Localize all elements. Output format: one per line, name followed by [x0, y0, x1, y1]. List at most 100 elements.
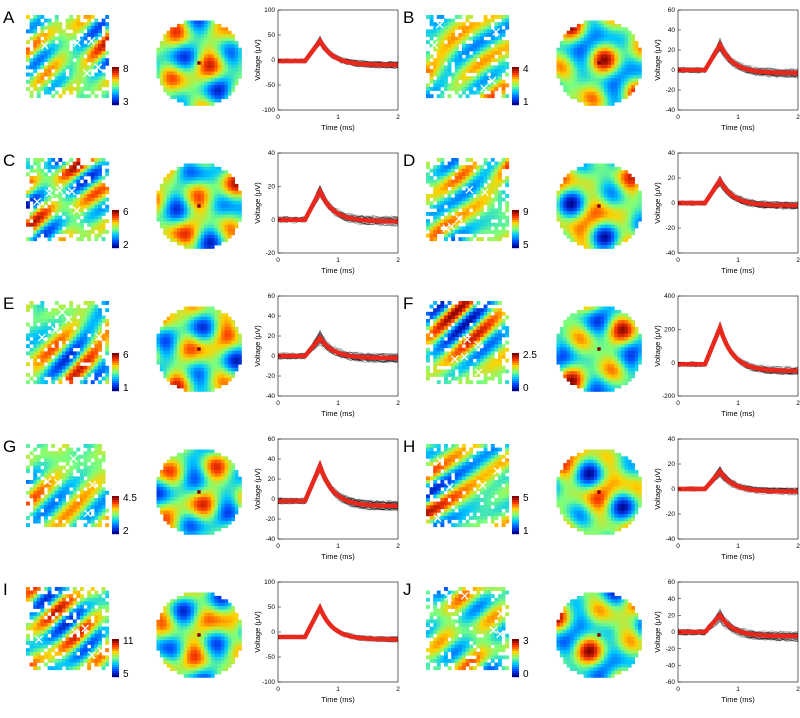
rate-map-cell — [62, 172, 66, 177]
autocorr-cell — [600, 61, 605, 65]
autocorr-cell — [163, 34, 167, 38]
rate-map-cell — [69, 72, 74, 77]
autocorr-cell — [224, 170, 229, 174]
autocorr-cell — [204, 27, 208, 31]
rate-map-cell — [454, 165, 459, 170]
autocorr-cell — [617, 183, 622, 188]
rate-map-cell — [476, 186, 481, 191]
autocorr-cell — [590, 231, 595, 236]
rate-map-cell — [69, 222, 74, 227]
autocorr-cell — [227, 207, 232, 212]
autocorr-cell — [600, 180, 605, 185]
autocorr-cell — [627, 177, 632, 181]
autocorr-cell — [617, 85, 622, 89]
autocorr-cell — [197, 54, 201, 59]
colorbar-step — [512, 214, 519, 217]
rate-map-cell — [480, 40, 484, 45]
autocorr-cell — [197, 68, 201, 72]
autocorr-cell — [607, 64, 612, 69]
autocorr-cell — [624, 51, 629, 55]
autocorr-cell — [234, 57, 239, 62]
rate-map-cell — [472, 58, 477, 63]
rate-map-cell — [90, 76, 95, 81]
autocorr-cell — [214, 354, 218, 358]
autocorr-cell — [600, 177, 605, 181]
autocorr-cell — [593, 200, 598, 205]
autocorr-cell — [187, 367, 191, 372]
autocorr-cell — [631, 217, 635, 222]
autocorr-cell — [166, 323, 171, 328]
autocorr-cell — [583, 47, 588, 52]
colorbar: 95 — [512, 207, 529, 251]
rate-map-cell — [469, 69, 474, 73]
rate-map-cell — [51, 233, 56, 238]
autocorr-cell — [590, 71, 595, 76]
rate-map-cell — [483, 186, 488, 191]
rate-map-cell — [501, 61, 506, 66]
rate-map-cell — [490, 158, 495, 162]
autocorr-cell — [190, 214, 195, 219]
autocorr-cell — [170, 364, 174, 368]
rate-map-cell — [429, 87, 434, 91]
autocorr-cell — [176, 34, 181, 38]
rate-map-cell — [51, 219, 56, 224]
autocorr-cell — [180, 231, 184, 236]
peak-marker — [40, 41, 49, 50]
rate-map-cell — [26, 165, 30, 170]
rate-map-cell — [476, 179, 481, 184]
rate-map-cell — [426, 201, 430, 206]
autocorr-cell — [159, 51, 164, 55]
autocorr-cell — [187, 374, 191, 379]
rate-map-cell — [72, 194, 77, 198]
rate-map-cell — [36, 233, 41, 238]
autocorr-cell — [183, 354, 188, 358]
autocorr-cell — [617, 228, 622, 232]
rate-map-cell — [26, 158, 30, 162]
rate-map-cell — [90, 351, 95, 356]
autocorr-cell — [627, 44, 632, 48]
rate-map-cell — [440, 51, 445, 55]
autocorr-cell — [600, 95, 605, 99]
autocorr-cell — [604, 98, 608, 103]
rate-map-cell — [490, 94, 495, 99]
autocorr-cell — [166, 374, 171, 379]
autocorr-cell — [583, 163, 588, 168]
autocorr-cell — [634, 207, 639, 212]
autocorr-cell — [200, 320, 205, 324]
rate-map-cell — [501, 29, 506, 34]
autocorr-cell — [217, 78, 222, 82]
autocorr-cell — [187, 44, 191, 48]
autocorr-cell — [631, 81, 635, 86]
rate-map-cell — [83, 22, 88, 27]
rate-map-cell — [454, 58, 459, 63]
autocorr-cell — [190, 224, 195, 229]
rate-map-cell — [65, 179, 70, 184]
rate-map-cell — [80, 58, 84, 63]
autocorr-cell — [210, 238, 215, 242]
autocorr-cell — [176, 309, 181, 314]
rate-map-cell — [72, 208, 77, 213]
autocorr-cell — [207, 374, 212, 379]
autocorr-cell — [587, 221, 591, 225]
autocorr-cell — [234, 40, 239, 45]
autocorr-cell — [197, 333, 201, 338]
rate-map-cell — [462, 79, 466, 84]
autocorr-cell — [180, 374, 184, 379]
rate-map-cell — [472, 65, 477, 70]
autocorr-cell — [614, 224, 618, 229]
rate-map-cell — [26, 161, 30, 166]
autocorr-cell — [563, 54, 567, 59]
autocorr-cell — [200, 214, 205, 219]
rate-map-cell — [40, 183, 45, 188]
rate-map-cell — [454, 186, 459, 191]
rate-map-cell — [51, 337, 56, 341]
autocorr-cell — [170, 224, 174, 229]
rate-map-cell — [33, 380, 38, 385]
autocorr-cell — [187, 371, 191, 375]
autocorr-cell — [614, 57, 618, 62]
rate-map-cell — [94, 219, 99, 224]
rate-map-cell — [462, 172, 466, 177]
autocorr-cell — [190, 347, 195, 351]
autocorr-cell — [221, 228, 225, 232]
autocorr-cell — [590, 40, 595, 45]
